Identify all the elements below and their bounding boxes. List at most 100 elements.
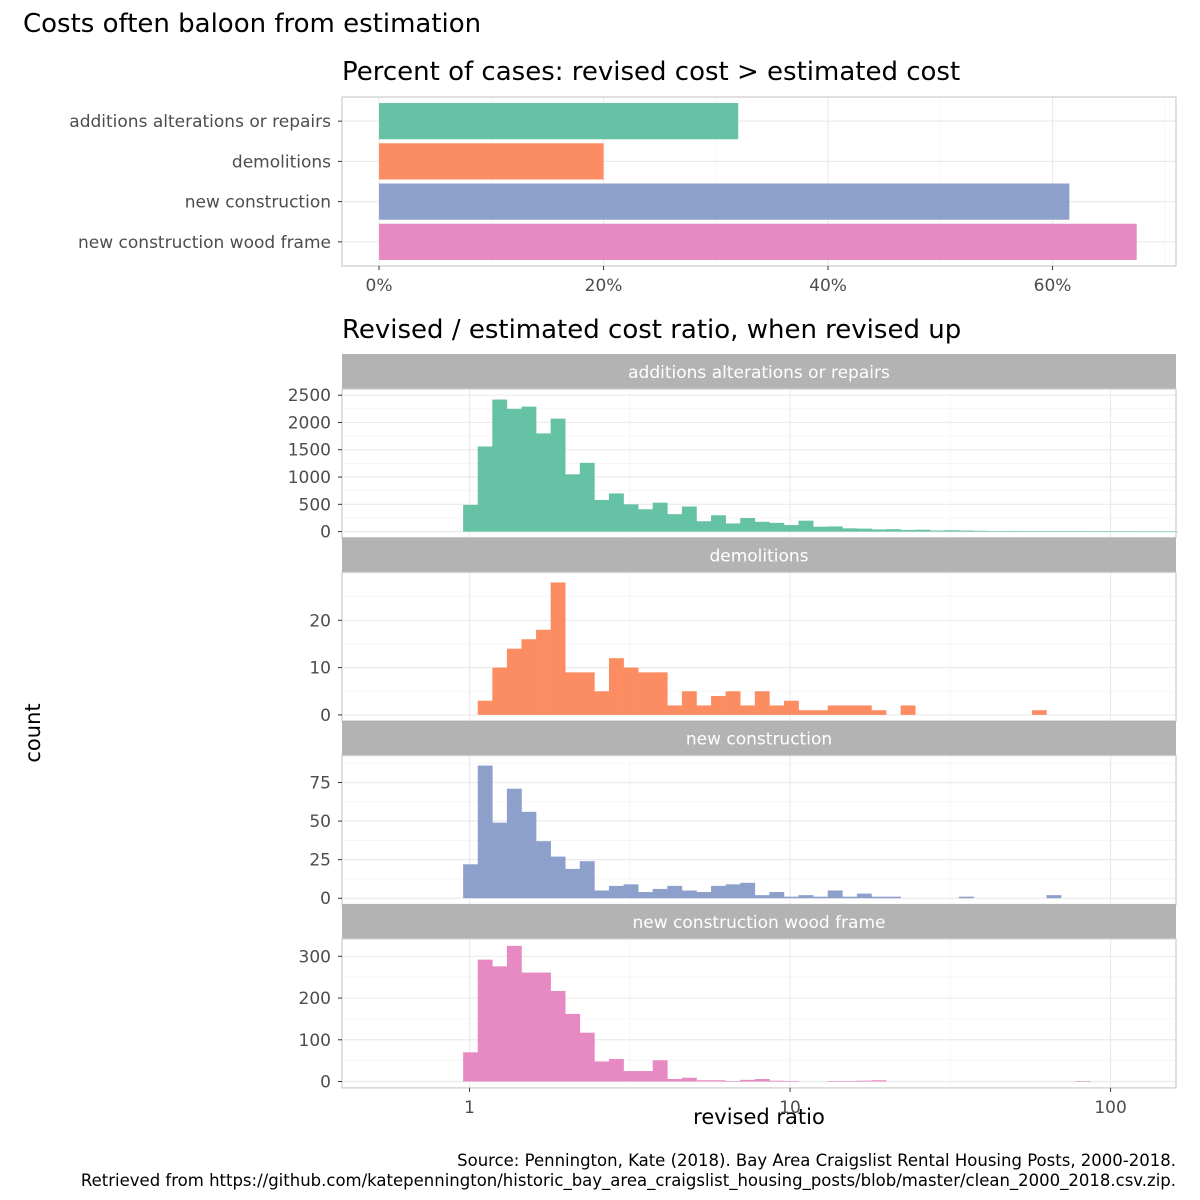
histogram-bin	[506, 648, 522, 715]
histogram-bin	[550, 990, 566, 1082]
histogram-bin	[842, 896, 858, 899]
histogram-bin	[579, 1032, 595, 1082]
histogram-bin	[492, 822, 508, 899]
histogram-bin	[711, 1080, 726, 1082]
histogram-bin	[900, 529, 916, 532]
histogram-bin	[1017, 531, 1033, 532]
histogram-bin	[871, 1080, 887, 1082]
bar-new-construction-wood-frame	[379, 223, 1137, 260]
x-axis-label: revised ratio	[693, 1105, 825, 1129]
bar-x-tick-label: 40%	[809, 276, 847, 296]
facet-strip-label: new construction wood frame	[633, 913, 886, 933]
histogram-bin	[1075, 1081, 1091, 1082]
histogram-bin	[886, 529, 901, 532]
caption-line-2: Retrieved from https://github.com/katepe…	[81, 1171, 1176, 1191]
hist-y-tick-label: 75	[309, 774, 331, 794]
bar-category-label: new construction	[185, 193, 331, 213]
histogram-bin	[594, 1061, 610, 1082]
histogram-bin	[769, 1080, 785, 1082]
histogram-bin	[827, 1081, 843, 1082]
histogram-bin	[725, 523, 741, 532]
histogram-chart-title: Revised / estimated cost ratio, when rev…	[342, 315, 961, 345]
hist-y-tick-label: 0	[320, 889, 331, 909]
histogram-bin	[623, 884, 639, 899]
histogram-bin	[783, 896, 799, 899]
histogram-bin	[740, 517, 756, 532]
bar-panel-border	[341, 96, 1177, 267]
hist-y-tick-label: 0	[320, 1073, 331, 1093]
histogram-bin	[827, 705, 843, 715]
facet-strip-new-construction-wood-frame	[342, 903, 1176, 939]
histogram-bin	[973, 530, 989, 532]
histogram-bin	[506, 408, 522, 532]
histogram-bin	[492, 667, 508, 715]
histogram-bin	[667, 705, 683, 715]
histogram-bin	[915, 529, 931, 532]
hist-y-tick-label: 200	[299, 989, 331, 1009]
histogram-bin	[740, 705, 756, 715]
caption-line-1: Source: Pennington, Kate (2018). Bay Are…	[457, 1151, 1176, 1170]
histogram-bin	[958, 530, 974, 532]
histogram-bin	[725, 1081, 741, 1082]
histogram-bin	[550, 582, 566, 715]
histogram-bin	[1090, 531, 1106, 532]
histogram-bin	[754, 691, 770, 715]
bar-additions-alterations-or-repairs	[379, 103, 739, 140]
hist-y-tick-label: 10	[309, 659, 331, 679]
histogram-bin	[1046, 531, 1062, 532]
histogram-bin	[783, 1081, 799, 1082]
histogram-bin	[711, 885, 726, 899]
histogram-bin	[623, 1071, 639, 1082]
hist-y-tick-label: 1500	[288, 441, 331, 461]
histogram-bin	[1119, 531, 1135, 533]
facet-strip-label: demolitions	[709, 546, 808, 566]
histogram-bin	[798, 895, 814, 899]
histogram-bin	[681, 1077, 697, 1082]
histogram-bin	[725, 691, 741, 715]
histogram-bin	[579, 861, 595, 899]
histogram-bin	[988, 531, 1004, 532]
histogram-bin	[783, 700, 799, 715]
facet-panel-border	[341, 938, 1177, 1089]
histogram-bin	[536, 841, 551, 899]
histogram-bin	[798, 710, 814, 715]
histogram-bin	[696, 892, 712, 899]
histogram-bin	[856, 1080, 872, 1082]
histogram-bin	[463, 864, 479, 899]
histogram-bin	[608, 658, 624, 715]
facet-strip-new-construction	[342, 720, 1176, 756]
histogram-bin	[681, 890, 697, 899]
histogram-bin	[696, 1080, 712, 1082]
histogram-bin	[740, 1079, 756, 1082]
histogram-bin	[550, 856, 566, 899]
hist-y-tick-label: 50	[309, 812, 331, 832]
histogram-bin	[725, 884, 741, 899]
bar-x-tick-label: 0%	[366, 276, 393, 296]
histogram-bin	[667, 885, 683, 899]
histogram-bin	[740, 882, 756, 899]
histogram-bin	[652, 672, 668, 715]
histogram-bin	[565, 1013, 581, 1082]
histogram-bin	[842, 1081, 858, 1082]
histogram-bin	[754, 1079, 770, 1082]
facet-strip-demolitions	[342, 537, 1176, 573]
hist-y-tick-label: 1000	[288, 468, 331, 488]
histogram-bin	[1133, 531, 1149, 533]
hist-y-tick-label: 0	[320, 706, 331, 726]
histogram-bin	[477, 446, 493, 532]
histogram-bin	[711, 695, 726, 715]
histogram-bin	[492, 399, 508, 532]
facet-strip-label: additions alterations or repairs	[628, 363, 890, 383]
hist-y-tick-label: 0	[320, 523, 331, 543]
histogram-bin	[492, 966, 508, 1082]
bar-demolitions	[379, 143, 604, 180]
bar-x-tick-label: 20%	[585, 276, 623, 296]
histogram-bin	[1031, 710, 1047, 715]
bar-chart-title: Percent of cases: revised cost > estimat…	[342, 57, 960, 87]
histogram-bin	[1061, 531, 1076, 532]
histogram-bin	[579, 672, 595, 715]
histogram-bin	[638, 672, 654, 715]
hist-y-tick-label: 25	[309, 851, 331, 871]
hist-x-tick-label: 10	[779, 1098, 801, 1118]
histogram-bin	[594, 499, 610, 532]
